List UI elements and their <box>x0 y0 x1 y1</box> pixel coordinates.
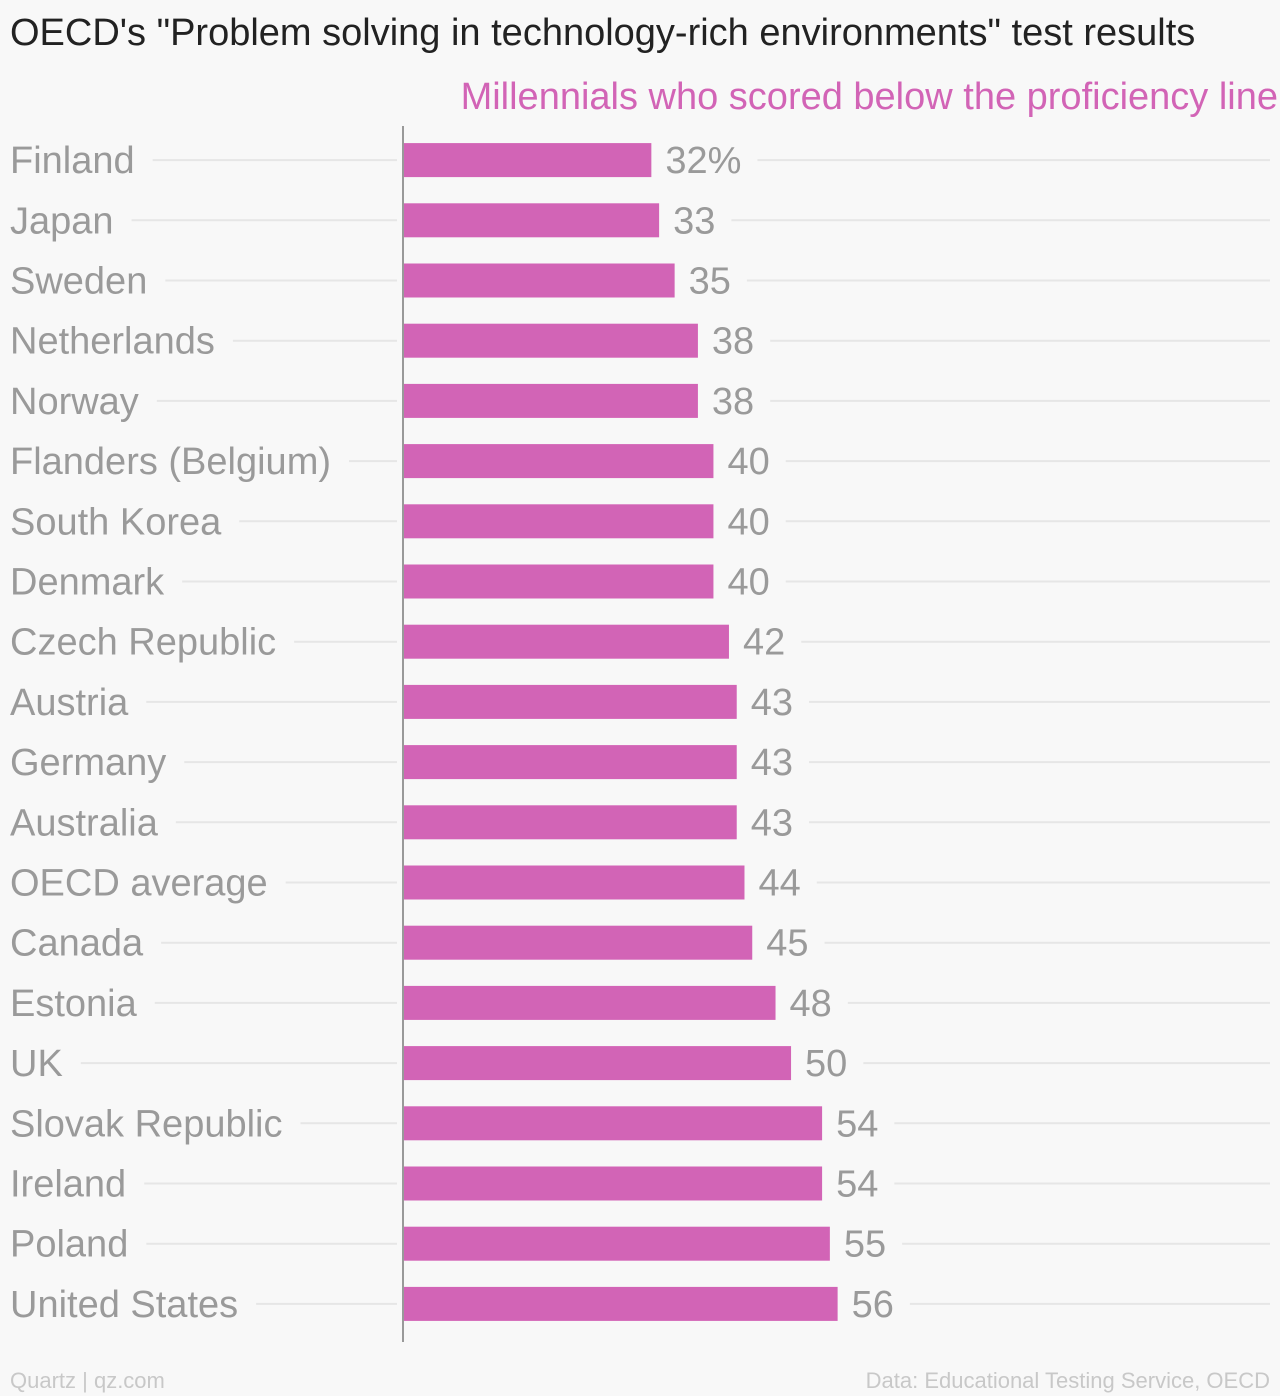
category-label: Poland <box>10 1224 128 1266</box>
chart-title: OECD's "Problem solving in technology-ri… <box>10 12 1196 54</box>
value-label: 56 <box>852 1284 894 1326</box>
category-label: Japan <box>10 200 114 242</box>
bar <box>403 745 737 780</box>
bar <box>403 1166 823 1201</box>
bar <box>403 203 660 238</box>
chart-subtitle: Millennials who scored below the profici… <box>460 76 1278 118</box>
value-label: 54 <box>836 1164 878 1206</box>
bar <box>403 143 652 178</box>
bar <box>403 1226 830 1261</box>
value-label: 40 <box>727 501 769 543</box>
value-label: 38 <box>712 321 754 363</box>
category-label: Estonia <box>10 983 138 1025</box>
bar <box>403 805 737 840</box>
value-label: 44 <box>758 863 800 905</box>
value-label: 40 <box>727 562 769 604</box>
bar <box>403 1286 838 1321</box>
value-label: 33 <box>673 200 715 242</box>
category-label: Germany <box>10 742 166 784</box>
footer-credit: Quartz | qz.com <box>10 1368 165 1393</box>
category-label: Finland <box>10 140 135 182</box>
footer-source: Data: Educational Testing Service, OECD <box>865 1368 1270 1393</box>
bar <box>403 624 729 659</box>
bar <box>403 323 698 358</box>
category-label: South Korea <box>10 501 222 543</box>
category-label: Denmark <box>10 562 165 604</box>
value-label: 48 <box>790 983 832 1025</box>
category-label: Netherlands <box>10 321 215 363</box>
bar <box>403 1046 792 1081</box>
category-label: Austria <box>10 682 129 724</box>
category-label: Australia <box>10 802 159 844</box>
value-label: 45 <box>766 923 808 965</box>
bar <box>403 985 776 1020</box>
category-label: Flanders (Belgium) <box>10 441 331 483</box>
bar <box>403 383 698 418</box>
value-label: 43 <box>751 682 793 724</box>
category-label: Ireland <box>10 1164 126 1206</box>
category-label: OECD average <box>10 863 268 905</box>
bar <box>403 865 745 900</box>
value-label: 32% <box>665 140 741 182</box>
value-label: 38 <box>712 381 754 423</box>
category-label: Czech Republic <box>10 622 276 664</box>
bar <box>403 444 714 479</box>
bar <box>403 684 737 719</box>
bar <box>403 504 714 539</box>
bar <box>403 1106 823 1141</box>
bar <box>403 564 714 599</box>
bar <box>403 263 675 298</box>
category-label: UK <box>10 1043 63 1085</box>
category-label: Norway <box>10 381 139 423</box>
category-label: Slovak Republic <box>10 1103 282 1145</box>
category-label: Canada <box>10 923 144 965</box>
category-label: Sweden <box>10 261 147 303</box>
value-label: 43 <box>751 802 793 844</box>
value-label: 40 <box>727 441 769 483</box>
value-label: 55 <box>844 1224 886 1266</box>
value-label: 54 <box>836 1103 878 1145</box>
bar <box>403 925 753 960</box>
value-label: 42 <box>743 622 785 664</box>
category-label: United States <box>10 1284 238 1326</box>
value-label: 43 <box>751 742 793 784</box>
value-label: 50 <box>805 1043 847 1085</box>
value-label: 35 <box>689 261 731 303</box>
